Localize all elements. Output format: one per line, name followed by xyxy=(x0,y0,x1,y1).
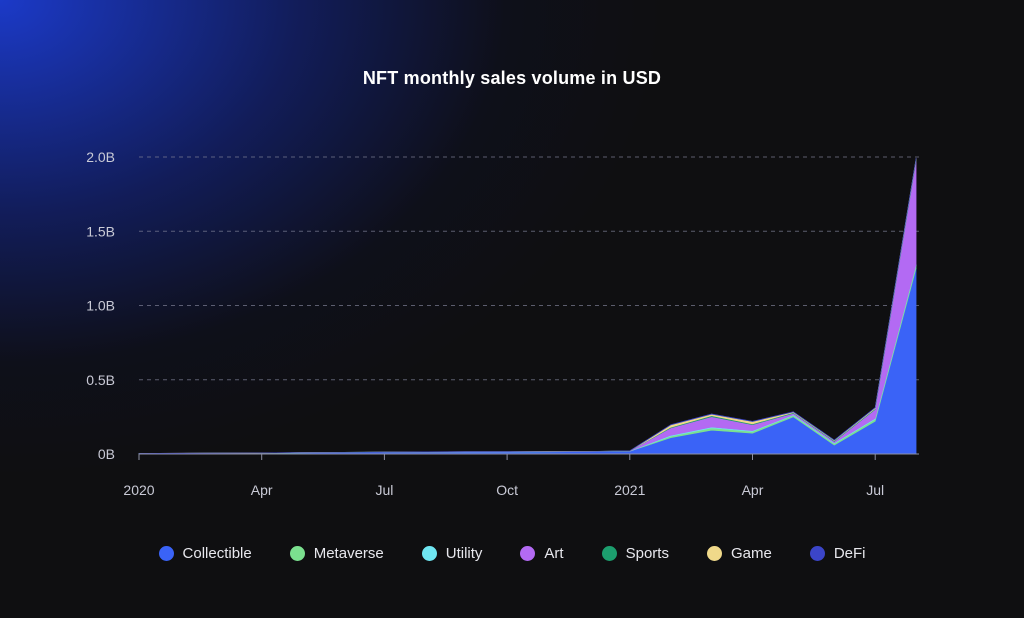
y-tick-label: 2.0B xyxy=(86,149,115,165)
legend-item-collectible[interactable]: Collectible xyxy=(158,545,252,562)
legend-swatch xyxy=(601,546,617,561)
y-tick-label: 1.5B xyxy=(86,223,115,239)
chart-title: NFT monthly sales volume in USD xyxy=(362,68,662,88)
area-series-art xyxy=(138,160,917,454)
y-tick-label: 0.5B xyxy=(86,372,115,388)
y-tick-label: 1.0B xyxy=(86,298,115,314)
legend-item-sports[interactable]: Sports xyxy=(601,545,669,562)
grid-lines xyxy=(139,156,919,381)
y-tick-label: 0B xyxy=(98,446,115,462)
legend-item-utility[interactable]: Utility xyxy=(421,545,483,562)
legend-label: Art xyxy=(544,545,564,562)
area-series-collectible xyxy=(138,268,917,455)
legend-swatch xyxy=(289,546,305,561)
x-axis xyxy=(138,453,919,460)
legend-swatch xyxy=(520,546,536,561)
legend-label: Game xyxy=(730,545,772,562)
x-axis-labels: 2020 Apr Jul Oct 2021 Apr Jul xyxy=(123,482,884,498)
legend-label: DeFi xyxy=(833,545,866,562)
legend-item-metaverse[interactable]: Metaverse xyxy=(289,545,384,562)
legend-swatch xyxy=(421,546,437,561)
x-tick-label: Apr xyxy=(251,482,273,498)
x-tick-label: Oct xyxy=(496,482,518,498)
legend-label: Collectible xyxy=(182,545,252,562)
legend: Collectible Metaverse Utility Art Sports Game… xyxy=(0,545,1024,562)
legend-label: Metaverse xyxy=(313,545,384,562)
x-tick-label: 2020 xyxy=(123,482,154,498)
area-series-defi xyxy=(138,157,917,454)
stacked-areas xyxy=(138,157,917,455)
legend-item-game[interactable]: Game xyxy=(706,545,772,562)
x-tick-label: Apr xyxy=(742,482,764,498)
x-tick-label: Jul xyxy=(375,482,393,498)
legend-item-art[interactable]: Art xyxy=(520,545,564,562)
area-series-sports xyxy=(138,159,917,454)
legend-swatch xyxy=(809,546,825,561)
legend-item-defi[interactable]: DeFi xyxy=(809,545,866,562)
legend-label: Utility xyxy=(445,545,483,562)
legend-swatch xyxy=(158,546,174,561)
legend-label: Sports xyxy=(625,545,669,562)
x-tick-label: 2021 xyxy=(614,482,645,498)
x-tick-label: Jul xyxy=(866,482,884,498)
y-axis-labels: 0B 0.5B 1.0B 1.5B 2.0B xyxy=(86,149,115,462)
legend-swatch xyxy=(706,546,722,561)
area-series-game xyxy=(138,158,917,454)
